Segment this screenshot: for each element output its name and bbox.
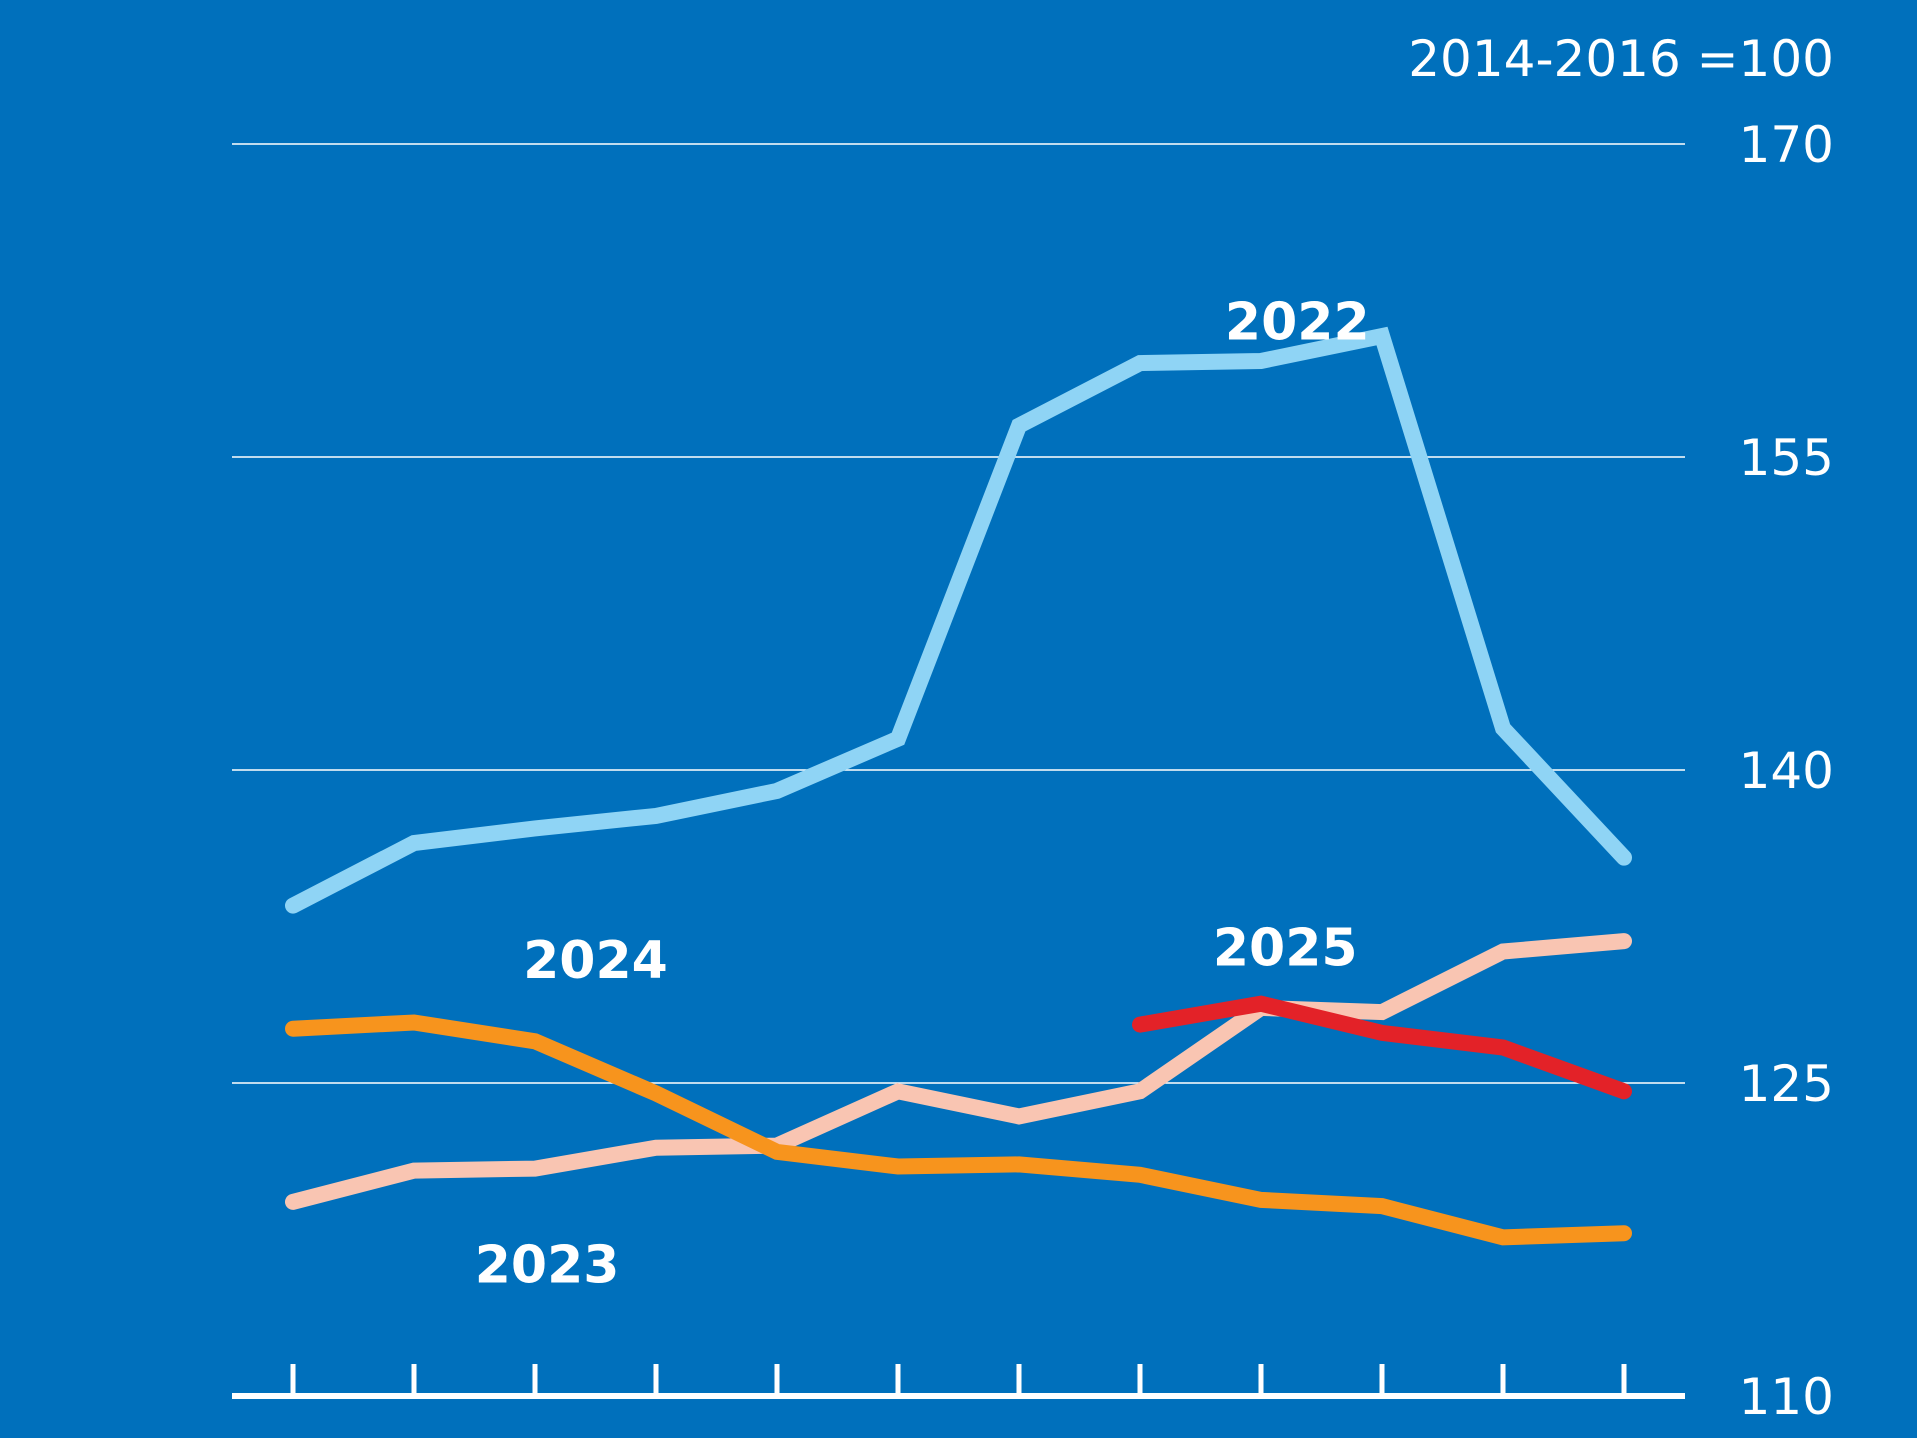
series-labels: 2022 2023 2024 2025 <box>475 292 1370 1295</box>
series-lines <box>285 326 1632 1246</box>
y-axis-tick-labels: 110 125 140 155 170 <box>1739 116 1834 1426</box>
gridlines <box>232 143 1685 1084</box>
x-axis <box>232 1364 1685 1399</box>
series-2022 <box>285 326 1632 914</box>
y-tick-label: 125 <box>1739 1055 1834 1113</box>
series-2024 <box>285 1014 1632 1246</box>
y-tick-label: 110 <box>1739 1368 1834 1426</box>
series-label-2024: 2024 <box>523 931 668 991</box>
unit-note: 2014-2016 =100 <box>1408 30 1834 88</box>
series-label-2023: 2023 <box>475 1236 620 1296</box>
series-label-2025: 2025 <box>1213 918 1358 978</box>
series-line-2022 <box>285 326 1632 914</box>
series-line-2024 <box>285 1014 1632 1246</box>
series-line-2023 <box>285 933 1632 1210</box>
y-tick-label: 155 <box>1739 429 1834 487</box>
series-2023 <box>285 933 1632 1210</box>
series-2025 <box>1132 995 1632 1100</box>
series-label-2022: 2022 <box>1225 292 1370 352</box>
y-tick-label: 170 <box>1739 116 1834 174</box>
y-tick-label: 140 <box>1739 742 1834 800</box>
